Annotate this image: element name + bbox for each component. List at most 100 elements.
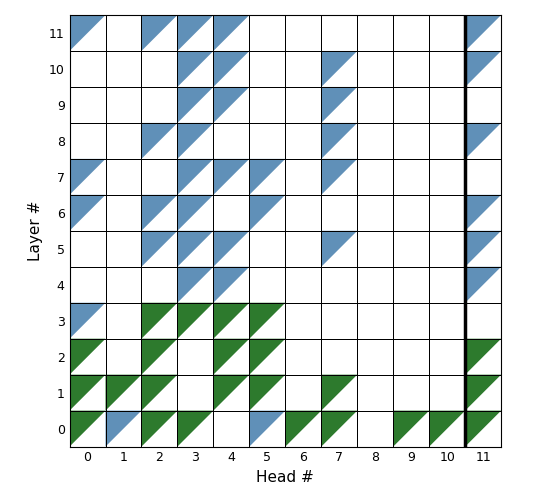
Bar (141, 302, 178, 338)
Bar (393, 410, 429, 446)
Bar (285, 338, 321, 374)
Bar (465, 123, 501, 159)
Bar (106, 267, 141, 302)
Bar (106, 267, 141, 302)
Bar (106, 123, 141, 159)
Polygon shape (393, 410, 429, 446)
Bar (465, 231, 501, 267)
Bar (465, 338, 501, 374)
Bar (69, 338, 106, 374)
Polygon shape (178, 302, 213, 338)
Bar (465, 195, 501, 231)
Polygon shape (429, 410, 465, 446)
Bar (321, 374, 358, 410)
Bar (249, 195, 285, 231)
Bar (465, 51, 501, 87)
Bar (358, 302, 393, 338)
Bar (213, 123, 249, 159)
Bar (249, 159, 285, 195)
Bar (358, 267, 393, 302)
Bar (106, 410, 141, 446)
Bar (429, 123, 465, 159)
Bar (285, 231, 321, 267)
Bar (321, 338, 358, 374)
Bar (393, 51, 429, 87)
Bar (249, 231, 285, 267)
Bar (285, 195, 321, 231)
Bar (69, 302, 106, 338)
Bar (213, 410, 249, 446)
Bar (429, 15, 465, 51)
Bar (106, 159, 141, 195)
Bar (429, 302, 465, 338)
Bar (249, 338, 285, 374)
Bar (358, 410, 393, 446)
Bar (141, 231, 178, 267)
Bar (393, 87, 429, 123)
Bar (249, 302, 285, 338)
Polygon shape (141, 374, 178, 410)
Polygon shape (249, 338, 285, 374)
Bar (465, 267, 501, 302)
Bar (141, 15, 178, 51)
Bar (465, 159, 501, 195)
Polygon shape (249, 410, 285, 446)
Bar (213, 159, 249, 195)
Bar (141, 159, 178, 195)
Bar (106, 195, 141, 231)
Bar (106, 302, 141, 338)
Bar (393, 338, 429, 374)
Polygon shape (141, 338, 178, 374)
Bar (358, 87, 393, 123)
Bar (393, 267, 429, 302)
Polygon shape (213, 159, 249, 195)
Bar (429, 410, 465, 446)
Bar (106, 159, 141, 195)
Bar (213, 123, 249, 159)
Bar (285, 15, 321, 51)
Bar (358, 195, 393, 231)
Bar (321, 51, 358, 87)
Bar (429, 410, 465, 446)
Bar (429, 302, 465, 338)
Bar (178, 302, 213, 338)
Bar (178, 267, 213, 302)
Bar (393, 123, 429, 159)
Polygon shape (321, 123, 358, 159)
Bar (141, 87, 178, 123)
Bar (465, 15, 501, 51)
Bar (285, 374, 321, 410)
Bar (178, 15, 213, 51)
Bar (141, 267, 178, 302)
Bar (178, 374, 213, 410)
Polygon shape (249, 302, 285, 338)
Polygon shape (141, 195, 178, 231)
Bar (285, 231, 321, 267)
Bar (285, 338, 321, 374)
Bar (249, 87, 285, 123)
Bar (393, 410, 429, 446)
Bar (393, 123, 429, 159)
Bar (358, 338, 393, 374)
Bar (213, 51, 249, 87)
Polygon shape (213, 87, 249, 123)
Polygon shape (465, 15, 501, 51)
Bar (249, 159, 285, 195)
Bar (285, 410, 321, 446)
Bar (178, 87, 213, 123)
Polygon shape (321, 374, 358, 410)
Bar (69, 374, 106, 410)
Polygon shape (141, 410, 178, 446)
Bar (141, 231, 178, 267)
Bar (358, 87, 393, 123)
Bar (69, 15, 106, 51)
Bar (321, 410, 358, 446)
Polygon shape (249, 159, 285, 195)
Bar (321, 195, 358, 231)
Bar (141, 410, 178, 446)
Polygon shape (69, 338, 106, 374)
Bar (141, 267, 178, 302)
Bar (141, 87, 178, 123)
Polygon shape (69, 302, 106, 338)
Bar (249, 410, 285, 446)
